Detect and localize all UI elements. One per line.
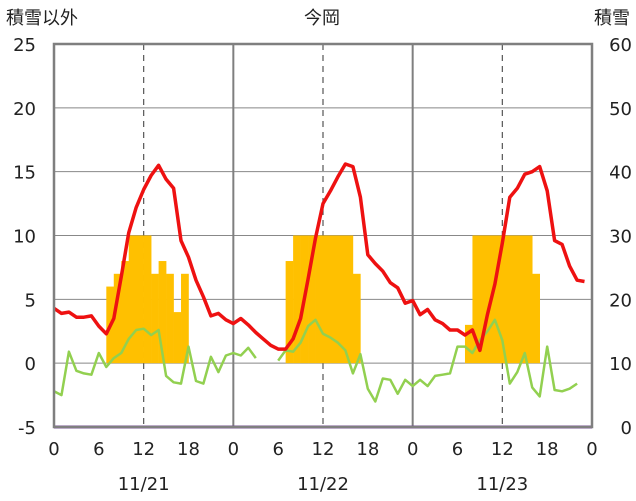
y-left-tick-label: 0 bbox=[25, 354, 36, 375]
date-label: 11/21 bbox=[118, 474, 170, 495]
snow-bar bbox=[464, 324, 473, 364]
snow-bar bbox=[113, 273, 122, 364]
snow-bar bbox=[151, 273, 159, 364]
plot-frame bbox=[52, 42, 594, 429]
y-right-tick-label: 10 bbox=[609, 354, 632, 375]
y-left-tick-label: -5 bbox=[18, 418, 36, 439]
green-line-segment bbox=[53, 327, 257, 397]
x-tick-label: 0 bbox=[407, 439, 418, 460]
x-tick-label: 6 bbox=[272, 439, 283, 460]
x-tick-label: 6 bbox=[452, 439, 463, 460]
snow-bar bbox=[330, 235, 339, 364]
chart-title: 今岡 bbox=[304, 8, 340, 29]
y-right-tick-label: 20 bbox=[609, 290, 632, 311]
date-label: 11/23 bbox=[476, 474, 528, 495]
date-label: 11/22 bbox=[297, 474, 349, 495]
snow-bar bbox=[293, 235, 301, 364]
snow-bar bbox=[166, 273, 174, 364]
x-tick-label: 12 bbox=[491, 439, 514, 460]
red-line bbox=[53, 162, 585, 353]
plot-border bbox=[52, 42, 594, 429]
left-axis-label: 積雪以外 bbox=[6, 8, 78, 29]
y-left-tick-label: 15 bbox=[13, 163, 36, 184]
y-left-tick-label: 25 bbox=[13, 35, 36, 56]
snow-bar bbox=[479, 235, 488, 364]
snow-bar bbox=[509, 235, 518, 364]
snow-bar bbox=[502, 235, 511, 364]
snow-bar bbox=[285, 261, 294, 364]
snow-bar bbox=[352, 273, 361, 364]
snow-bar bbox=[158, 261, 167, 364]
red-series bbox=[53, 162, 585, 353]
green-series bbox=[53, 318, 578, 403]
snow-bar bbox=[517, 235, 526, 364]
snow-bar bbox=[323, 235, 331, 364]
snow-bar bbox=[136, 235, 144, 364]
snow-depth-bars bbox=[106, 235, 540, 364]
x-tick-label: 0 bbox=[228, 439, 239, 460]
x-tick-label: 12 bbox=[312, 439, 335, 460]
y-right-tick-label: 0 bbox=[621, 418, 632, 439]
snow-bar bbox=[181, 273, 189, 364]
x-tick-label: 6 bbox=[93, 439, 104, 460]
snow-bar bbox=[524, 235, 533, 364]
y-right-tick-label: 60 bbox=[609, 35, 632, 56]
x-tick-label: 12 bbox=[132, 439, 155, 460]
x-tick-label: 18 bbox=[356, 439, 379, 460]
x-tick-label: 0 bbox=[586, 439, 597, 460]
snow-bar bbox=[143, 235, 152, 364]
snow-bar bbox=[121, 261, 130, 364]
y-right-tick-label: 40 bbox=[609, 163, 632, 184]
x-tick-label: 18 bbox=[536, 439, 559, 460]
x-tick-label: 0 bbox=[48, 439, 59, 460]
y-right-tick-label: 30 bbox=[609, 227, 632, 248]
snow-bar bbox=[315, 235, 324, 364]
snow-bar bbox=[308, 235, 316, 364]
y-left-tick-label: 5 bbox=[25, 290, 36, 311]
green-line-segment bbox=[277, 318, 578, 403]
snow-bar bbox=[128, 235, 137, 364]
y-left-tick-label: 10 bbox=[13, 227, 36, 248]
snow-bar bbox=[472, 235, 481, 364]
snow-bar bbox=[337, 235, 346, 364]
y-right-tick-label: 50 bbox=[609, 99, 632, 120]
x-tick-label: 18 bbox=[177, 439, 200, 460]
snow-bar bbox=[173, 312, 182, 364]
snow-bar bbox=[345, 235, 354, 364]
snow-bar bbox=[532, 273, 540, 364]
snow-bar bbox=[494, 235, 503, 364]
right-axis-label: 積雪 bbox=[594, 8, 630, 29]
y-left-tick-label: 20 bbox=[13, 99, 36, 120]
